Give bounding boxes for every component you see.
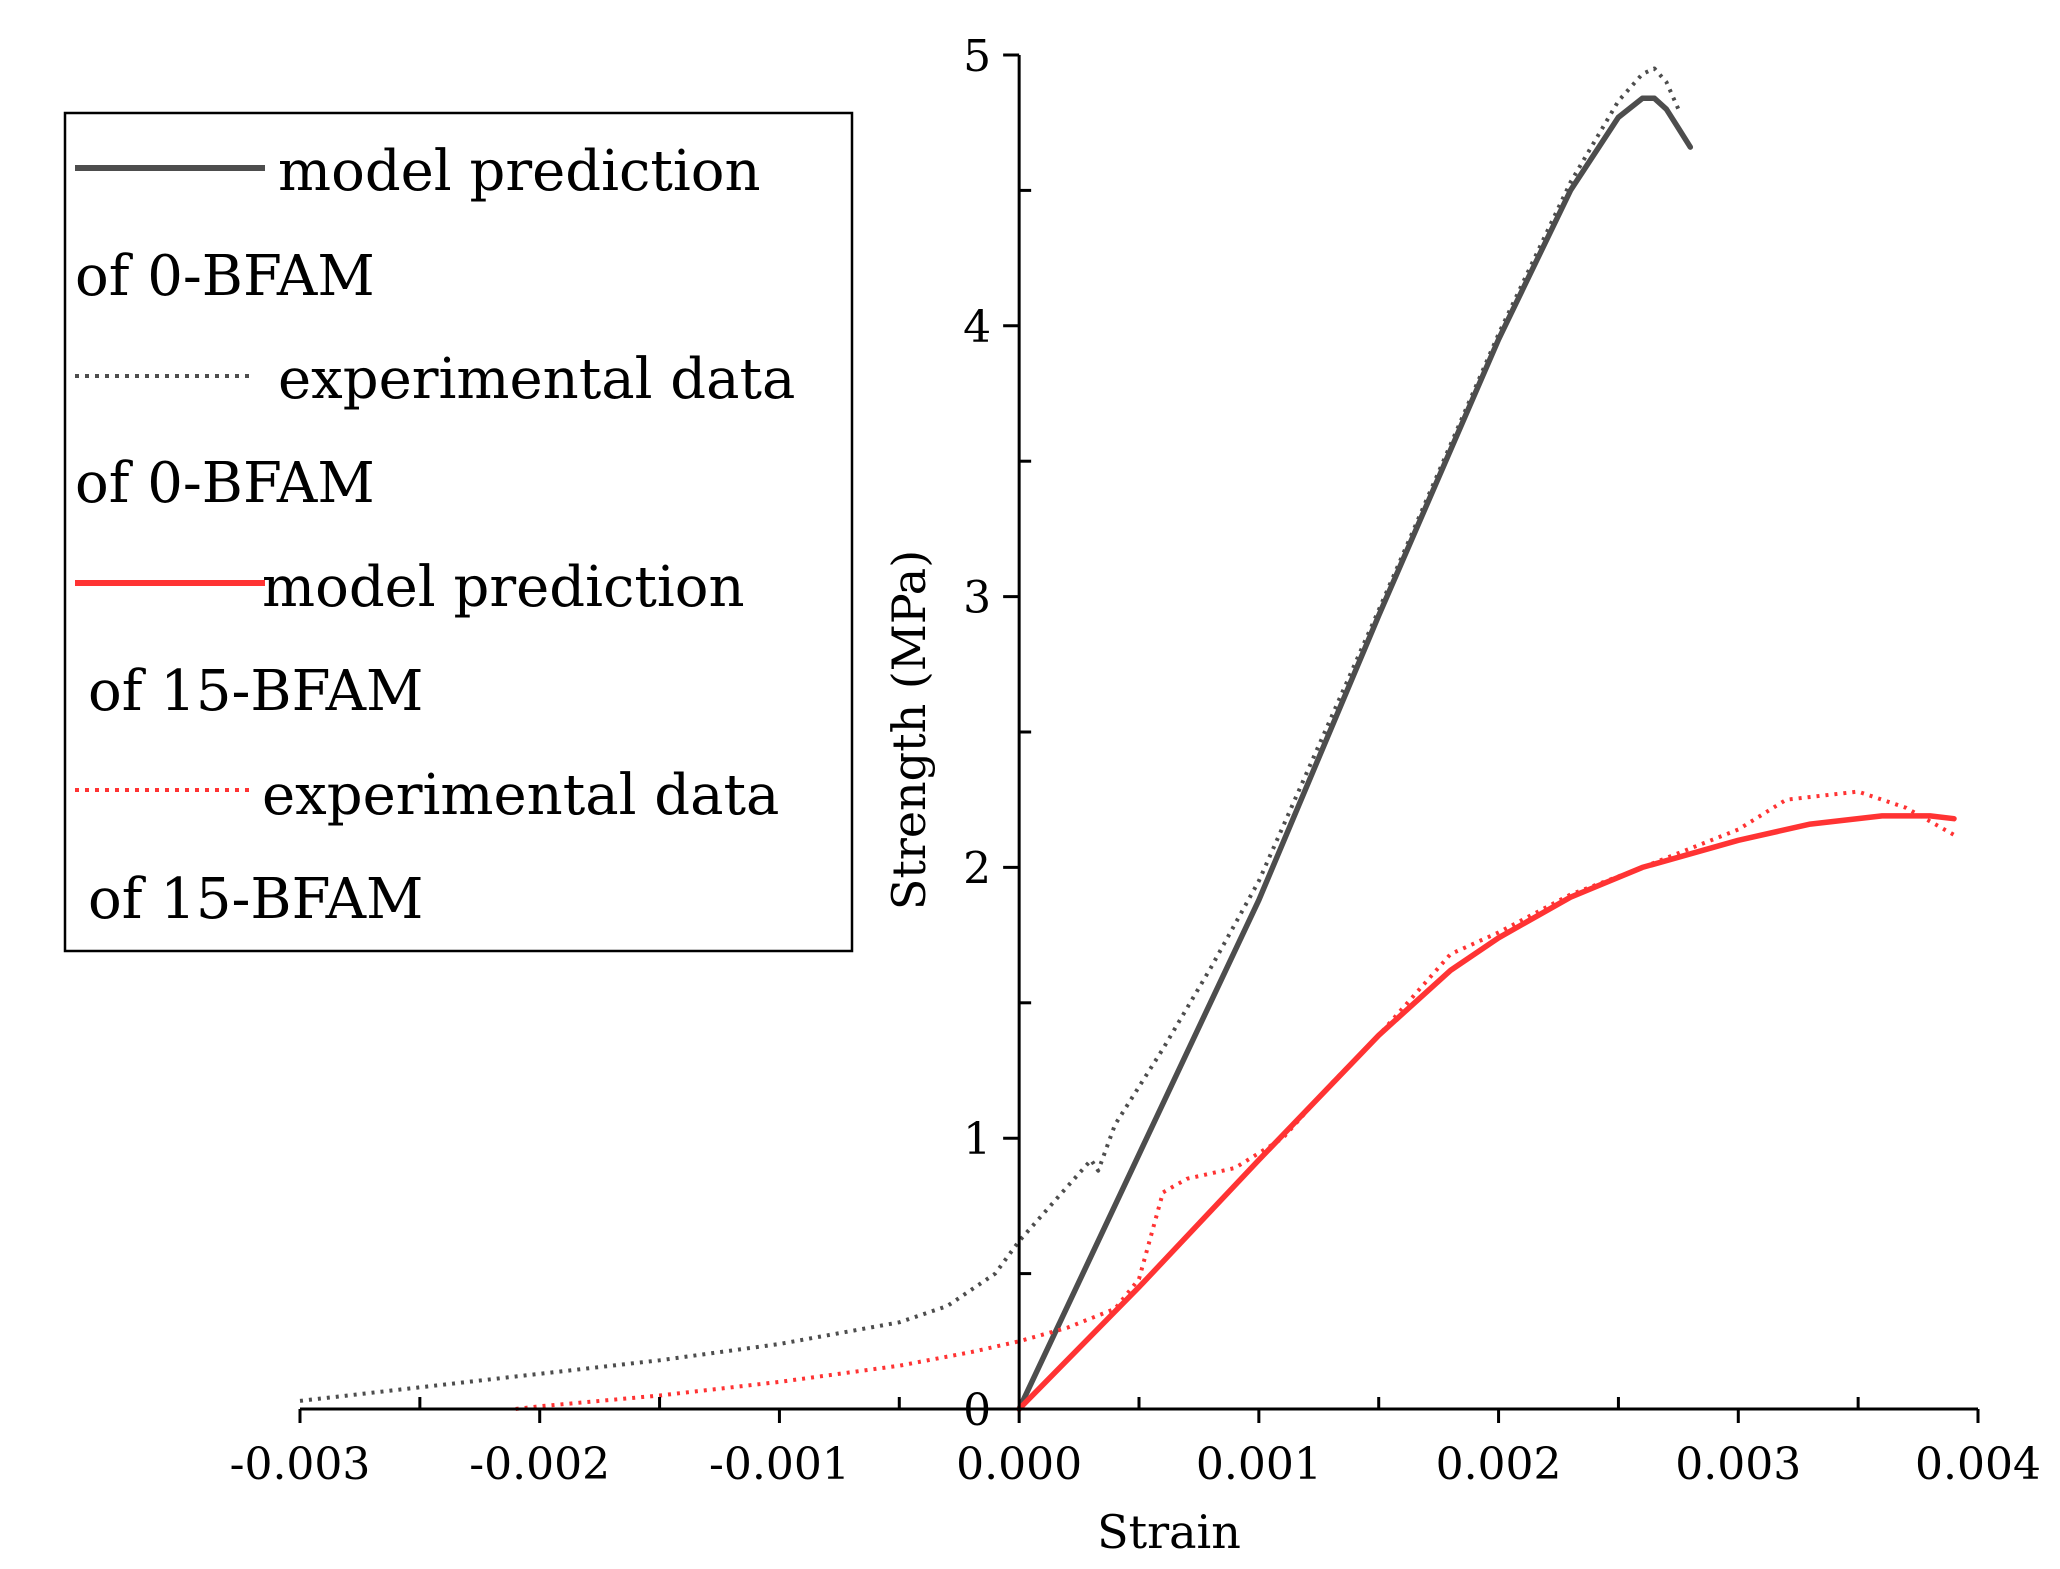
legend-item-3-line2: of 15-BFAM (88, 659, 423, 724)
x-tick-label: 0.003 (1675, 1439, 1801, 1490)
y-tick-label: 3 (963, 573, 991, 624)
y-tick-label: 5 (963, 31, 991, 82)
legend-item-3-line1: model prediction (262, 555, 745, 620)
legend-item-4-line2: of 15-BFAM (88, 867, 423, 932)
axes: -0.003 -0.002 -0.001 0.000 0.001 0.002 0.003 0.… (230, 31, 2041, 1490)
legend-box (63, 111, 854, 953)
y-tick-label: 1 (963, 1114, 991, 1165)
series-line-3 (1016, 813, 1957, 1412)
x-tick-label: -0.001 (709, 1439, 850, 1490)
legend: model prediction of 0-BFAM experimental … (63, 111, 854, 953)
legend-item-2-line1: experimental data (278, 347, 795, 412)
series-line-2 (299, 66, 1681, 1403)
legend-item-4-line1: experimental data (262, 763, 779, 828)
plot-marks (299, 66, 1957, 1412)
x-ticks: -0.003 -0.002 -0.001 0.000 0.001 0.002 0.003 0.… (230, 1397, 2041, 1490)
x-tick-label: 0.004 (1915, 1439, 2041, 1490)
y-ticks: 0 1 2 3 4 5 (963, 31, 1032, 1436)
y-axis-label: Strength (MPa) (882, 550, 936, 910)
legend-item-2-line2: of 0-BFAM (75, 451, 375, 516)
y-tick-label: 0 (963, 1385, 991, 1436)
legend-item-1-line1: model prediction (278, 139, 761, 204)
x-tick-label: -0.003 (230, 1439, 371, 1490)
y-tick-label: 2 (963, 843, 991, 894)
y-tick-label: 4 (963, 302, 991, 353)
x-tick-label: -0.002 (469, 1439, 610, 1490)
legend-item-1-line2: of 0-BFAM (75, 244, 375, 309)
x-tick-label: 0.002 (1436, 1439, 1562, 1490)
x-tick-label: 0.001 (1196, 1439, 1322, 1490)
series-line-1 (1016, 95, 1694, 1412)
x-tick-label: 0.000 (956, 1439, 1082, 1490)
x-axis-label: Strain (1097, 1505, 1241, 1559)
